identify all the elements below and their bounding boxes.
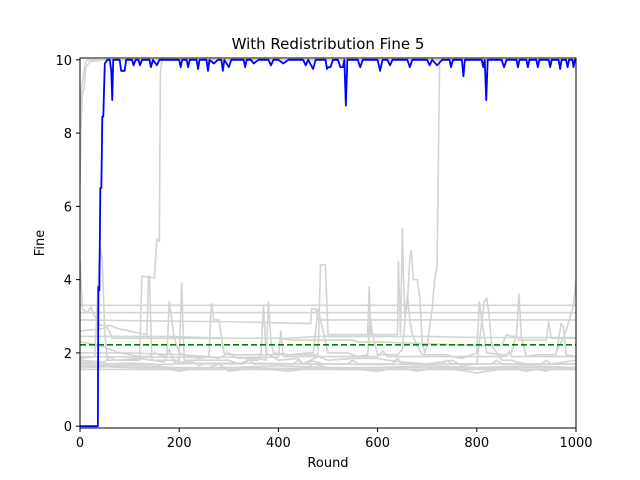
x-tick-label: 200	[167, 436, 192, 451]
background-series-line-17	[80, 335, 576, 340]
background-series-line-1	[80, 59, 576, 185]
x-tick-label: 800	[464, 436, 489, 451]
x-axis-ticks: 0 200 400 600 800 1000	[76, 428, 593, 451]
background-series-line-12	[80, 330, 576, 359]
chart-title: With Redistribution Fine 5	[232, 35, 425, 53]
x-axis-label: Round	[307, 456, 348, 471]
axes-border	[79, 57, 577, 429]
plot-background	[80, 58, 576, 428]
y-tick-label: 0	[64, 420, 72, 435]
axes-frame	[79, 57, 577, 429]
x-tick-label: 0	[76, 436, 84, 451]
x-tick-label: 600	[365, 436, 390, 451]
y-tick-label: 2	[64, 347, 72, 362]
y-axis-label: Fine	[33, 230, 48, 256]
x-tick-label: 1000	[559, 436, 592, 451]
y-tick-label: 8	[64, 127, 72, 142]
background-series-line-19	[555, 279, 576, 354]
y-tick-label: 6	[64, 200, 72, 215]
x-tick-label: 400	[266, 436, 291, 451]
series-layer	[80, 58, 576, 428]
background-series-line-13	[80, 366, 576, 370]
highlight-series-line	[80, 58, 576, 428]
background-series-line-8	[80, 245, 576, 365]
background-series-line-15	[80, 293, 576, 362]
y-tick-label: 4	[64, 274, 72, 289]
background-series-line-16	[80, 348, 576, 367]
plot-area	[80, 58, 576, 428]
y-axis-ticks: 0 2 4 6 8 10	[55, 54, 80, 435]
background-series-line-11	[80, 320, 576, 347]
y-tick-label: 10	[55, 54, 72, 69]
background-series-line-7	[80, 59, 576, 358]
background-series-line-2	[80, 59, 576, 152]
